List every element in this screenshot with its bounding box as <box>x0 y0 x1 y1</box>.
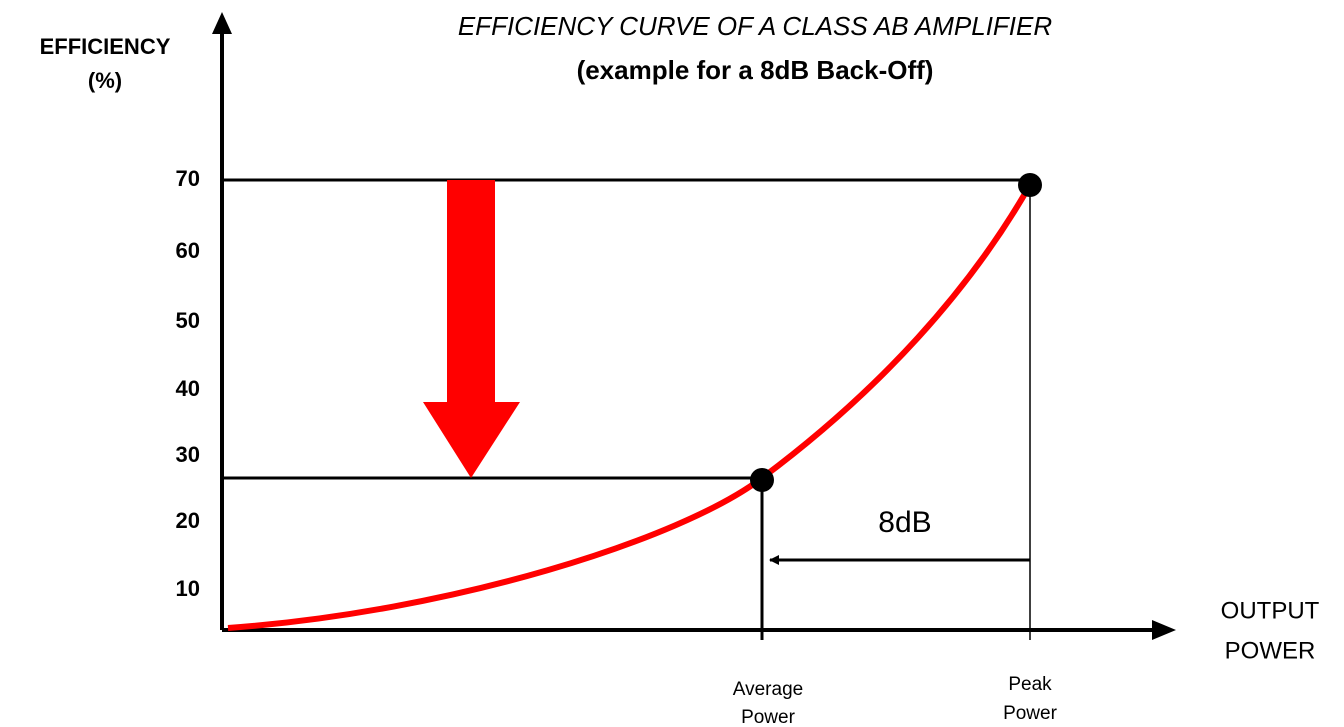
y-tick-label: 20 <box>176 508 200 533</box>
y-axis-label: EFFICIENCY <box>40 34 171 59</box>
y-tick-label: 50 <box>176 308 200 333</box>
backoff-label: 8dB <box>878 506 931 539</box>
y-tick-label: 10 <box>176 576 200 601</box>
red-arrow <box>423 180 520 478</box>
point-label: Peak <box>1008 674 1052 695</box>
y-axis-label: (%) <box>88 68 122 93</box>
x-axis-arrow <box>1152 620 1176 640</box>
point-label: Power <box>741 707 796 727</box>
y-tick-label: 60 <box>176 238 200 263</box>
subtitle: (example for a 8dB Back-Off) <box>577 55 934 85</box>
efficiency-curve <box>227 183 1033 631</box>
y-tick-label: 30 <box>176 442 200 467</box>
y-tick-label: 70 <box>176 166 200 191</box>
x-axis-label: POWER <box>1225 637 1316 664</box>
point-label: Average <box>733 679 803 700</box>
peak-point <box>1018 173 1042 197</box>
average-point <box>750 468 774 492</box>
y-tick-label: 40 <box>176 376 200 401</box>
point-label: Power <box>1003 703 1058 724</box>
x-axis-label: OUTPUT <box>1221 597 1320 624</box>
y-axis-arrow <box>212 12 232 34</box>
title: EFFICIENCY CURVE OF A CLASS AB AMPLIFIER <box>458 11 1052 41</box>
